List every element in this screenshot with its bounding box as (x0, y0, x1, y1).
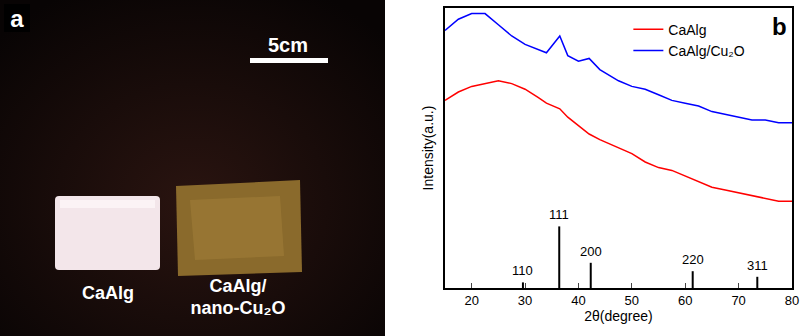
svg-text:Intensity(a.u.): Intensity(a.u.) (420, 106, 436, 191)
svg-text:70: 70 (731, 293, 745, 308)
svg-text:200: 200 (580, 244, 602, 259)
svg-text:111: 111 (549, 207, 569, 222)
svg-text:2θ(degree): 2θ(degree) (584, 308, 653, 324)
svg-text:CaAlg/Cu₂O: CaAlg/Cu₂O (668, 43, 744, 59)
svg-text:220: 220 (682, 252, 704, 267)
svg-text:CaAlg/: CaAlg/ (209, 276, 266, 296)
svg-text:CaAlg: CaAlg (668, 22, 706, 38)
svg-text:40: 40 (571, 293, 585, 308)
svg-text:60: 60 (678, 293, 692, 308)
svg-text:50: 50 (625, 293, 639, 308)
svg-text:20: 20 (464, 293, 478, 308)
svg-text:311: 311 (747, 258, 768, 273)
svg-text:nano-Cu₂O: nano-Cu₂O (191, 298, 286, 318)
svg-text:CaAlg: CaAlg (82, 283, 134, 303)
svg-text:80: 80 (785, 293, 799, 308)
svg-text:5cm: 5cm (268, 34, 308, 56)
svg-text:110: 110 (512, 263, 533, 278)
svg-text:30: 30 (518, 293, 532, 308)
svg-text:a: a (10, 5, 24, 32)
svg-text:b: b (772, 13, 787, 40)
